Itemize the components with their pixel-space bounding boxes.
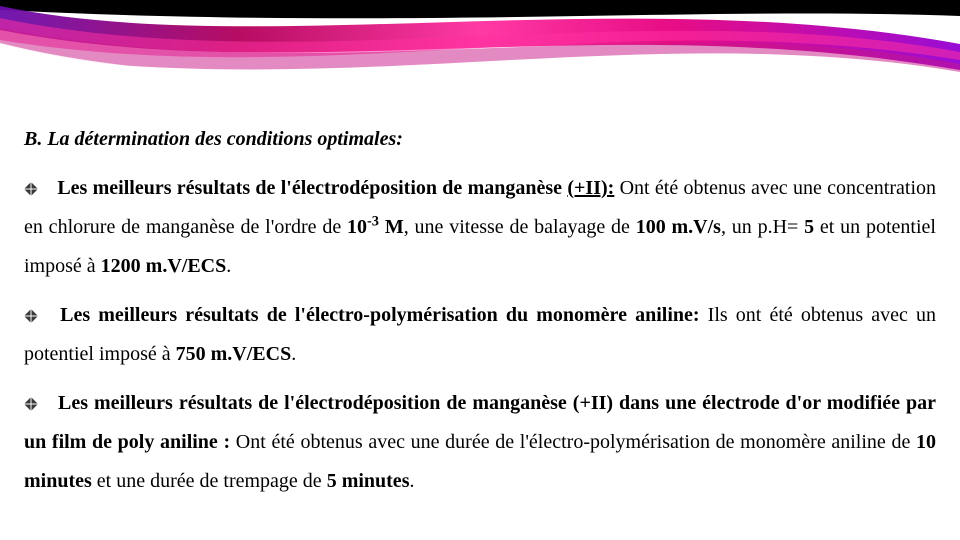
b2-pot: 750 m.V/ECS <box>176 343 292 365</box>
header-swoosh <box>0 0 960 120</box>
b3-r3: . <box>409 470 414 492</box>
slide: { "header": { "bg_top": "#ffffff", "stri… <box>0 0 960 540</box>
b1-r3: , un p.H= <box>721 216 804 238</box>
b1-ph: 5 <box>804 216 814 238</box>
diamond-bullet-icon <box>24 169 52 208</box>
b1-r2: , une vitesse de balayage de <box>404 216 636 238</box>
bullet-item-3: Les meilleurs résultats de l'électrodépo… <box>24 384 936 501</box>
b2-lead: Les meilleurs résultats de l'électro-pol… <box>60 304 699 326</box>
b1-r5: . <box>226 255 231 277</box>
b1-conc-unit: M <box>379 216 404 238</box>
b1-scan: 100 m.V/s <box>636 216 721 238</box>
bullet-item-1: Les meilleurs résultats de l'électrodépo… <box>24 169 936 286</box>
content-area: B. La détermination des conditions optim… <box>24 128 936 511</box>
b3-r1: Ont été obtenus avec une durée de l'élec… <box>230 431 916 453</box>
diamond-bullet-icon <box>24 296 52 335</box>
section-title: B. La détermination des conditions optim… <box>24 128 936 151</box>
diamond-bullet-icon <box>24 384 52 423</box>
b1-conc-sup: -3 <box>367 213 379 229</box>
b2-r2: . <box>291 343 296 365</box>
b1-conc: 10 <box>347 216 367 238</box>
b1-lead-tail: (+II): <box>567 177 614 199</box>
b1-pot: 1200 m.V/ECS <box>101 255 227 277</box>
b3-d2: 5 minutes <box>327 470 410 492</box>
b1-lead: Les meilleurs résultats de l'électrodépo… <box>57 177 567 199</box>
bullet-item-2: Les meilleurs résultats de l'électro-pol… <box>24 296 936 374</box>
b3-r2: et une durée de trempage de <box>92 470 327 492</box>
